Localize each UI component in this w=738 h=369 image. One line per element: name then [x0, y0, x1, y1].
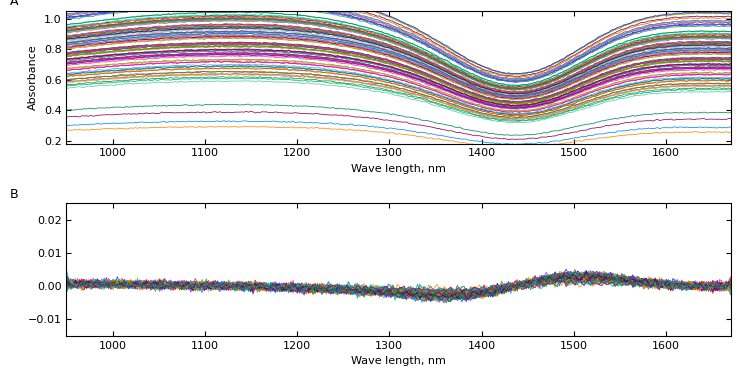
X-axis label: Wave length, nm: Wave length, nm — [351, 164, 446, 174]
Y-axis label: Absorbance: Absorbance — [28, 44, 38, 110]
Text: A: A — [10, 0, 18, 8]
X-axis label: Wave length, nm: Wave length, nm — [351, 356, 446, 366]
Text: B: B — [10, 187, 18, 201]
